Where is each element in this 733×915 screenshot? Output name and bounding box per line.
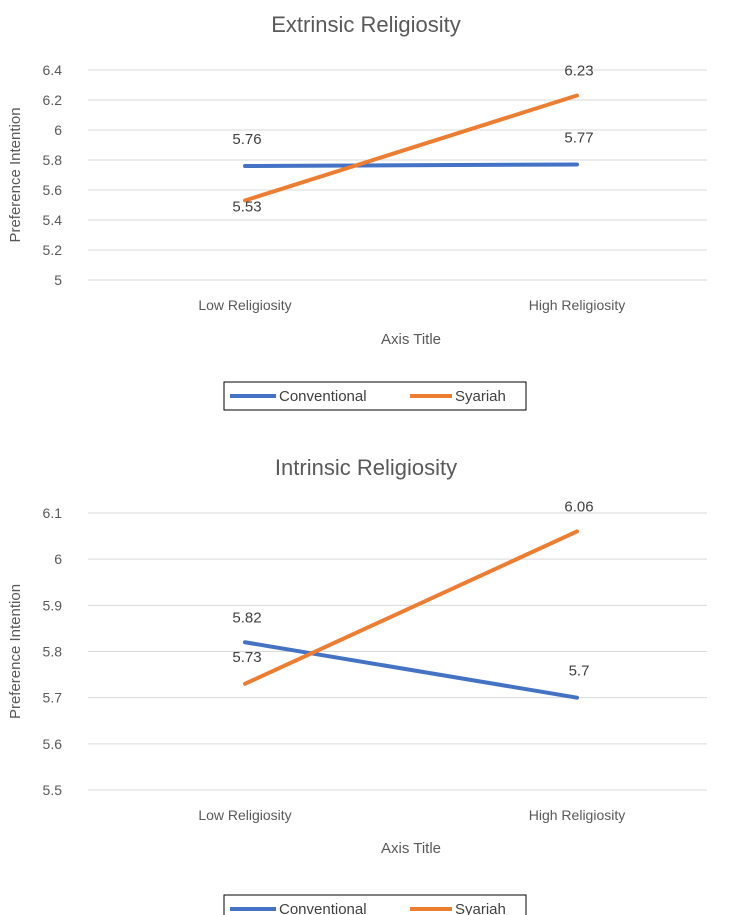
series-line-syariah: [243, 93, 579, 203]
y-tick-label: 5.7: [43, 690, 63, 706]
y-tick-label: 5.8: [43, 644, 63, 660]
data-label: 6.06: [564, 498, 593, 515]
data-label: 5.53: [232, 199, 261, 216]
y-tick-label: 5.6: [43, 182, 63, 198]
x-tick-label: High Religiosity: [529, 807, 625, 823]
chart-title: Intrinsic Religiosity: [275, 455, 457, 480]
extrinsic-chart-svg: Extrinsic Religiosity 5 5.2 5.4 5.6 5.8 6 6.2 6.…: [7, 12, 707, 411]
y-tick-label: 6.4: [43, 62, 63, 78]
x-tick-label: Low Religiosity: [198, 297, 291, 313]
extrinsic-chart: Extrinsic Religiosity 5 5.2 5.4 5.6 5.8 6 6.2 6.…: [0, 0, 733, 450]
y-tick-label: 5.9: [43, 597, 63, 613]
chart-title: Extrinsic Religiosity: [271, 12, 461, 37]
data-label: 5.77: [564, 130, 593, 147]
y-tick-label: 5.6: [43, 736, 63, 752]
y-tick-label: 5.5: [43, 782, 63, 798]
x-tick-label: High Religiosity: [529, 297, 625, 313]
data-label: 6.23: [564, 63, 593, 80]
x-tick-label: Low Religiosity: [198, 807, 291, 823]
y-tick-label: 5.4: [43, 212, 63, 228]
data-label: 5.73: [232, 649, 261, 666]
y-tick-label: 6.2: [43, 92, 63, 108]
intrinsic-chart: Intrinsic Religiosity 5.5 5.6 5.7 5.8 5.9 6 6.1…: [0, 450, 733, 915]
legend: Conventional Syariah: [223, 894, 527, 915]
legend-label: Conventional: [279, 901, 367, 915]
series-line-conventional: [243, 640, 579, 700]
series-line-conventional: [243, 162, 579, 168]
legend-label: Syariah: [455, 388, 506, 405]
y-axis-title: Preference Intention: [7, 107, 24, 242]
data-label: 5.76: [232, 131, 261, 148]
x-axis-title: Axis Title: [381, 331, 441, 348]
legend-label: Conventional: [279, 388, 367, 405]
intrinsic-chart-svg: Intrinsic Religiosity 5.5 5.6 5.7 5.8 5.9 6 6.1…: [7, 455, 707, 915]
y-tick-label: 5: [54, 272, 62, 288]
y-tick-label: 6: [54, 122, 62, 138]
legend: Conventional Syariah: [223, 381, 527, 411]
x-axis-title: Axis Title: [381, 840, 441, 857]
y-tick-label: 6: [54, 551, 62, 567]
y-tick-label: 5.8: [43, 152, 63, 168]
y-tick-label: 6.1: [43, 505, 63, 521]
legend-label: Syariah: [455, 901, 506, 915]
data-label: 5.7: [569, 663, 590, 680]
series-line-syariah: [243, 529, 579, 686]
y-axis-title: Preference Intention: [7, 584, 24, 719]
y-tick-label: 5.2: [43, 242, 63, 258]
data-label: 5.82: [232, 609, 261, 626]
